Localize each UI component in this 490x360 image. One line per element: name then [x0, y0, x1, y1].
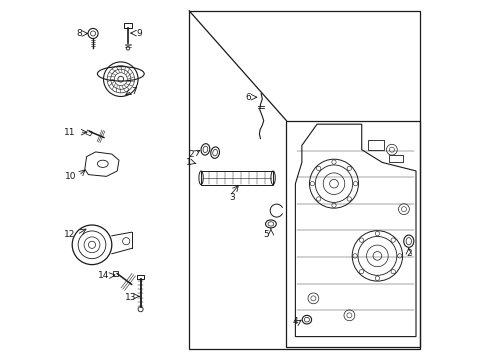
Bar: [201, 171, 273, 185]
Bar: [189, 11, 419, 349]
Text: 3: 3: [229, 193, 235, 202]
Text: 1: 1: [186, 158, 192, 167]
Bar: [286, 121, 419, 347]
Bar: [86, 130, 92, 136]
Text: 5: 5: [264, 230, 270, 239]
Text: 11: 11: [64, 128, 75, 137]
Text: 2: 2: [188, 150, 194, 159]
Bar: [368, 140, 384, 150]
Text: 9: 9: [136, 29, 142, 38]
Text: 8: 8: [76, 29, 82, 38]
Bar: [124, 23, 132, 28]
Bar: [113, 271, 118, 276]
Text: 13: 13: [125, 292, 136, 302]
Bar: [137, 275, 144, 279]
Text: 10: 10: [65, 172, 76, 181]
Bar: [390, 154, 403, 162]
Text: 4: 4: [293, 317, 298, 325]
Text: 14: 14: [98, 271, 109, 280]
Text: 2: 2: [407, 249, 412, 258]
Text: 7: 7: [132, 87, 137, 96]
Text: 6: 6: [245, 93, 251, 102]
Text: 12: 12: [64, 230, 75, 239]
